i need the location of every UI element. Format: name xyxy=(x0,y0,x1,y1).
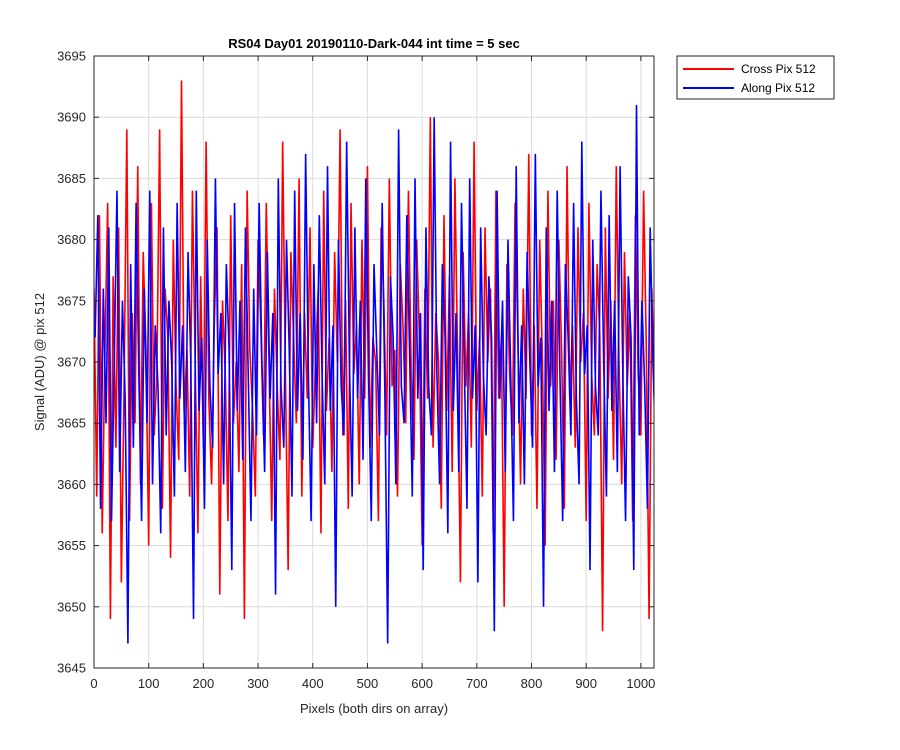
x-tick-label: 700 xyxy=(466,676,488,691)
x-tick-label: 0 xyxy=(90,676,97,691)
x-tick-label: 400 xyxy=(302,676,324,691)
x-tick-label: 500 xyxy=(357,676,379,691)
y-axis-label: Signal (ADU) @ pix 512 xyxy=(32,293,47,431)
legend-label-cross: Cross Pix 512 xyxy=(741,62,816,76)
x-tick-label: 200 xyxy=(193,676,215,691)
series-line-along-pix-512 xyxy=(94,104,654,644)
y-tick-label: 3655 xyxy=(57,538,86,553)
y-tick-label: 3665 xyxy=(57,416,86,431)
y-tick-label: 3680 xyxy=(57,232,86,247)
x-tick-label: 800 xyxy=(521,676,543,691)
x-tick-label: 1000 xyxy=(626,676,655,691)
x-tick-label: 100 xyxy=(138,676,160,691)
y-tick-label: 3675 xyxy=(57,293,86,308)
x-axis-label: Pixels (both dirs on array) xyxy=(300,701,448,716)
chart-title: RS04 Day01 20190110-Dark-044 int time = … xyxy=(228,36,520,51)
x-tick-label: 300 xyxy=(247,676,269,691)
legend: Cross Pix 512 Along Pix 512 xyxy=(676,55,835,100)
y-tick-label: 3695 xyxy=(57,49,86,64)
y-tick-label: 3670 xyxy=(57,355,86,370)
axis-ticks: 0 100 200 300 400 500 600 700 800 900 1000 3645 3650… xyxy=(57,49,655,692)
y-tick-label: 3690 xyxy=(57,110,86,125)
y-tick-label: 3660 xyxy=(57,477,86,492)
legend-box xyxy=(676,55,835,100)
legend-label-along: Along Pix 512 xyxy=(741,81,815,95)
x-tick-label: 600 xyxy=(411,676,433,691)
y-tick-label: 3645 xyxy=(57,661,86,676)
series-layer xyxy=(94,80,654,644)
x-tick-label: 900 xyxy=(575,676,597,691)
y-tick-label: 3685 xyxy=(57,171,86,186)
y-tick-label: 3650 xyxy=(57,599,86,614)
